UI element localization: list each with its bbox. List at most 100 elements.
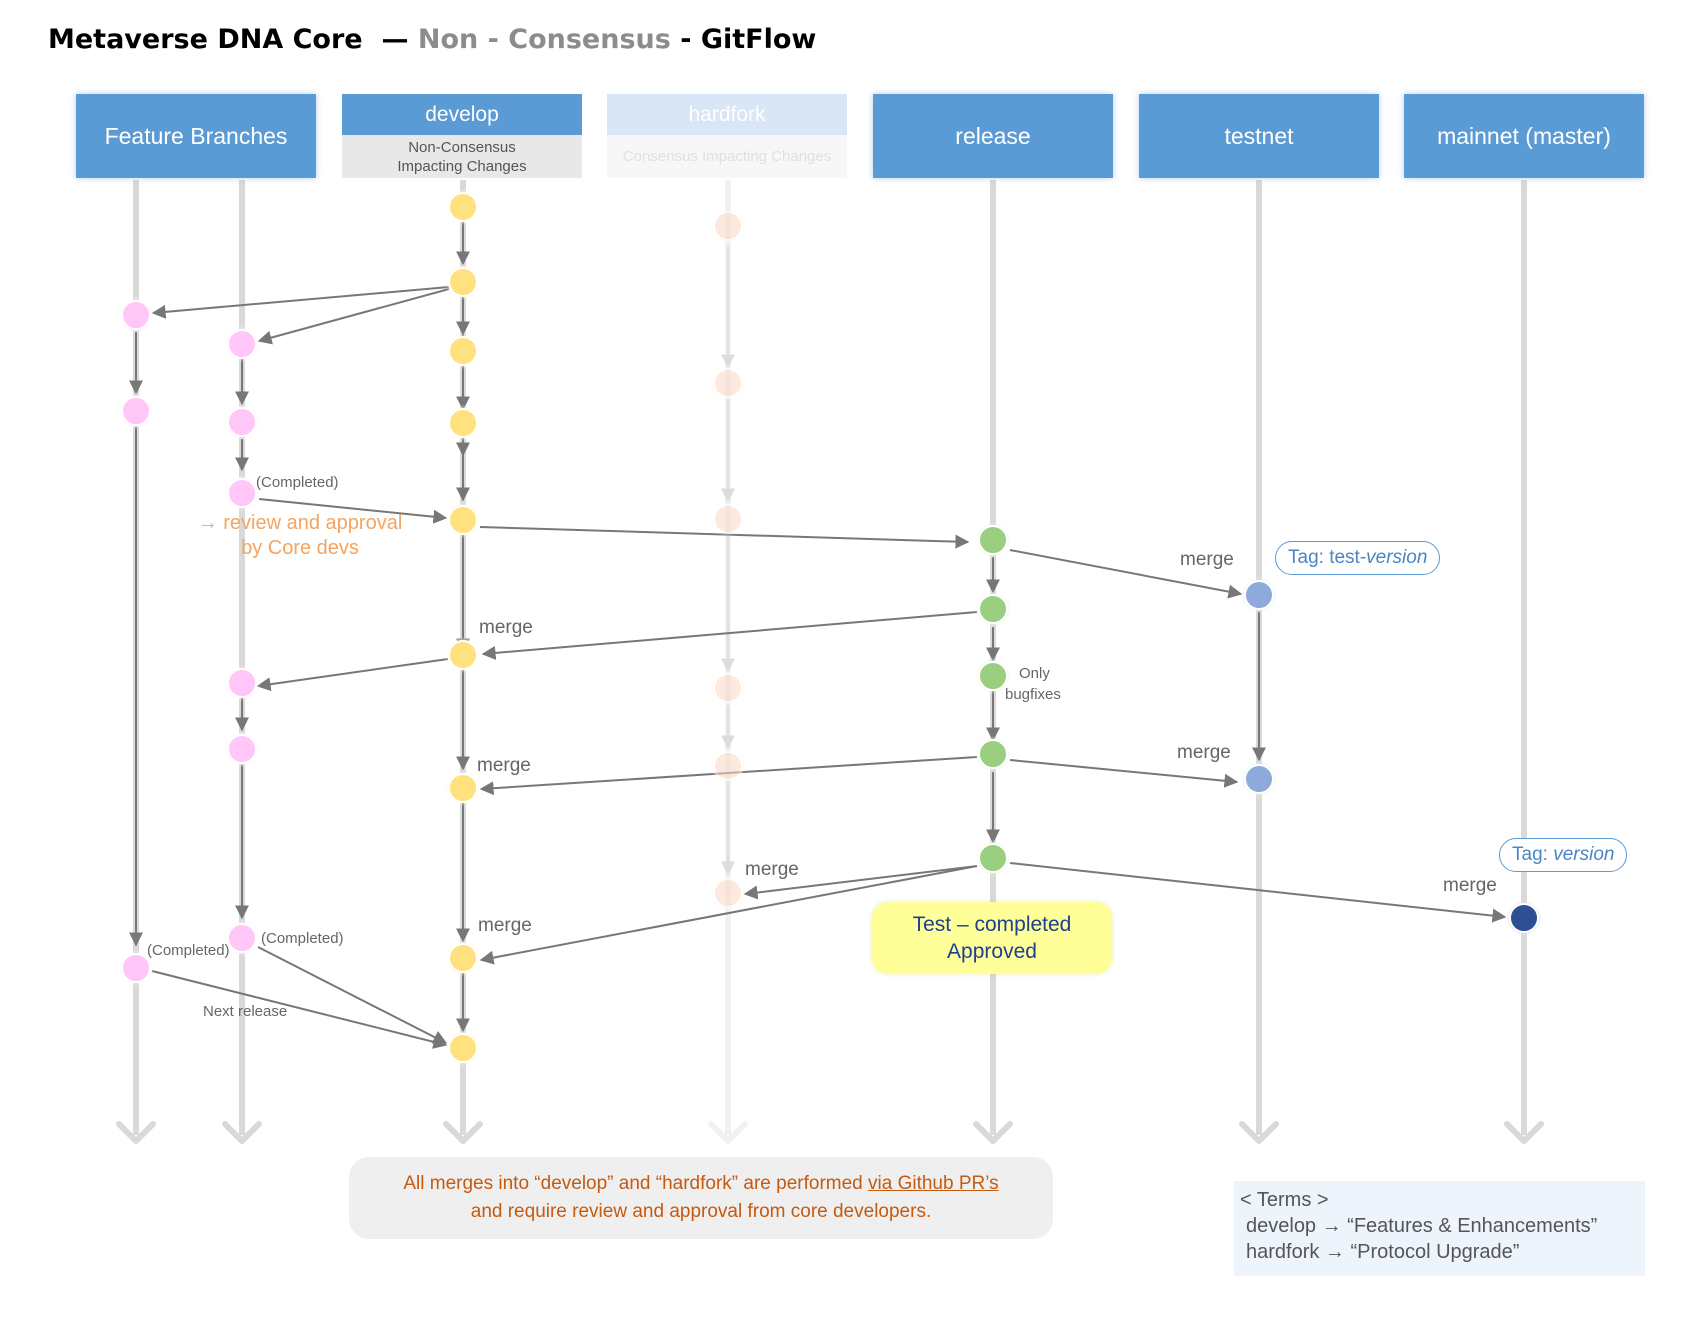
- terms-heading: < Terms >: [1240, 1189, 1329, 1211]
- header-hardfork: hardfork Consensus Impacting Changes: [607, 94, 847, 178]
- approval-line-2: Approved: [947, 940, 1037, 963]
- title-sep2: -: [680, 24, 692, 55]
- develop-commit-8: [448, 1033, 478, 1063]
- label-merge-hardfork: merge: [745, 859, 799, 880]
- feature2-commit-4: [227, 734, 257, 764]
- footnote-line-2: and require review and approval from cor…: [470, 1201, 932, 1222]
- title-sep: -: [487, 24, 499, 55]
- tag-test-version-word: version: [1366, 547, 1428, 568]
- title-non: Non: [417, 24, 479, 55]
- lane-end-arrow-hf: [708, 1121, 748, 1144]
- branch-to-feature2-arrow: [257, 288, 450, 345]
- develop-commit-6: [448, 773, 478, 803]
- feature1-commit-2: [121, 953, 151, 983]
- terms-develop: develop → “Features & Enhancements”: [1246, 1215, 1598, 1237]
- flow-arrows: [129, 219, 1507, 1049]
- feature2-to-develop-arrow-2: [257, 946, 448, 1044]
- label-bugfixes: bugfixes: [1005, 686, 1061, 703]
- title-dash: —: [381, 24, 409, 55]
- develop-commit-4: [448, 505, 478, 535]
- develop-commit-3: [448, 408, 478, 438]
- footnote-line-1: All merges into “develop” and “hardfork”…: [403, 1173, 869, 1194]
- tag-main-prefix: Tag:: [1512, 844, 1554, 865]
- header-develop-title: develop: [342, 94, 582, 135]
- testnet-commit-0: [1244, 580, 1274, 610]
- label-merge-mainnet: merge: [1443, 875, 1497, 896]
- label-completed-feature1: (Completed): [147, 942, 230, 959]
- release-to-develop-arrow-1: [481, 611, 978, 660]
- terms-hardfork: hardfork → “Protocol Upgrade”: [1246, 1241, 1520, 1263]
- tag-test-prefix: Tag: test-: [1288, 547, 1367, 568]
- release-commit-2: [978, 661, 1008, 691]
- diagram-title: Metaverse DNA Core — Non - Consensus - G…: [48, 24, 816, 55]
- release-to-testnet-arrow-2: [1009, 759, 1239, 788]
- release-commit-1: [978, 594, 1008, 624]
- release-commit-3: [978, 739, 1008, 769]
- release-to-testnet-arrow-1: [1009, 549, 1243, 599]
- header-hardfork-subtitle: Consensus Impacting Changes: [607, 135, 847, 178]
- header-feature-branches: Feature Branches: [76, 94, 316, 178]
- develop-commit-2: [448, 336, 478, 366]
- review-line-1: → review and approval: [197, 512, 403, 534]
- hardfork-commit-0: [713, 211, 743, 241]
- merge-policy-note: All merges into “develop” and “hardfork”…: [349, 1157, 1053, 1239]
- lane-end-arrow-f2: [222, 1121, 262, 1144]
- title-gitflow: GitFlow: [700, 24, 817, 55]
- label-only: Only: [1019, 665, 1050, 682]
- approval-callout: Test – completed Approved: [872, 902, 1112, 974]
- release-commit-0: [978, 525, 1008, 555]
- testnet-commit-1: [1244, 764, 1274, 794]
- hardfork-commit-3: [713, 673, 743, 703]
- hardfork-commit-4: [713, 751, 743, 781]
- develop-to-release-arrow: [479, 526, 970, 549]
- develop-commit-5: [448, 640, 478, 670]
- feature1-to-develop-arrow: [151, 970, 448, 1049]
- release-to-develop-arrow-3: [479, 865, 978, 965]
- label-merge-develop-3: merge: [478, 915, 532, 936]
- github-pr-link[interactable]: via Github PR’s: [868, 1173, 999, 1194]
- label-completed-feature2b: (Completed): [261, 930, 344, 947]
- review-line-2: by Core devs: [241, 537, 359, 559]
- header-develop: develop Non-Consensus Impacting Changes: [342, 94, 582, 178]
- develop-commit-0: [448, 192, 478, 222]
- terms-box: < Terms > develop → “Features & Enhancem…: [1234, 1181, 1645, 1276]
- label-merge-develop-1: merge: [479, 617, 533, 638]
- develop-sub-line-2: Impacting Changes: [397, 157, 527, 175]
- lane-end-arrow-mn: [1504, 1121, 1544, 1144]
- feature2-commit-2: [227, 478, 257, 508]
- title-main: Metaverse DNA Core: [48, 24, 363, 55]
- feature2-to-develop-arrow: [258, 498, 448, 524]
- header-mainnet: mainnet (master): [1404, 94, 1644, 178]
- release-to-mainnet-arrow: [1009, 862, 1507, 923]
- lane-end-arrow-rel: [973, 1121, 1013, 1144]
- label-next-release: Next release: [203, 1003, 288, 1020]
- label-completed-feature2: (Completed): [256, 474, 339, 491]
- tag-main-version-word: version: [1553, 844, 1615, 865]
- commit-nodes: [121, 192, 1539, 1063]
- feature2-commit-1: [227, 407, 257, 437]
- feature2-commit-0: [227, 329, 257, 359]
- hardfork-commit-1: [713, 368, 743, 398]
- hardfork-commit-5: [713, 878, 743, 908]
- feature1-commit-0: [121, 300, 151, 330]
- feature2-commit-3: [227, 668, 257, 698]
- develop-commit-7: [448, 943, 478, 973]
- tag-test-version: Tag: test-version: [1275, 541, 1441, 575]
- header-release: release: [873, 94, 1113, 178]
- feature1-commit-1: [121, 396, 151, 426]
- label-review-approval: → review and approval by Core devs: [175, 511, 425, 561]
- label-merge-testnet-1: merge: [1180, 549, 1234, 570]
- branch-lanes: [116, 180, 1544, 1144]
- develop-to-feature2-arrow: [256, 658, 449, 692]
- release-commit-4: [978, 843, 1008, 873]
- label-merge-testnet-2: merge: [1177, 742, 1231, 763]
- lane-end-arrow-dev: [443, 1121, 483, 1144]
- approval-line-1: Test – completed: [912, 913, 1072, 936]
- develop-commit-1: [448, 267, 478, 297]
- header-testnet: testnet: [1139, 94, 1379, 178]
- feature2-commit-5: [227, 923, 257, 953]
- mainnet-commit-0: [1509, 903, 1539, 933]
- label-merge-develop-2: merge: [477, 755, 531, 776]
